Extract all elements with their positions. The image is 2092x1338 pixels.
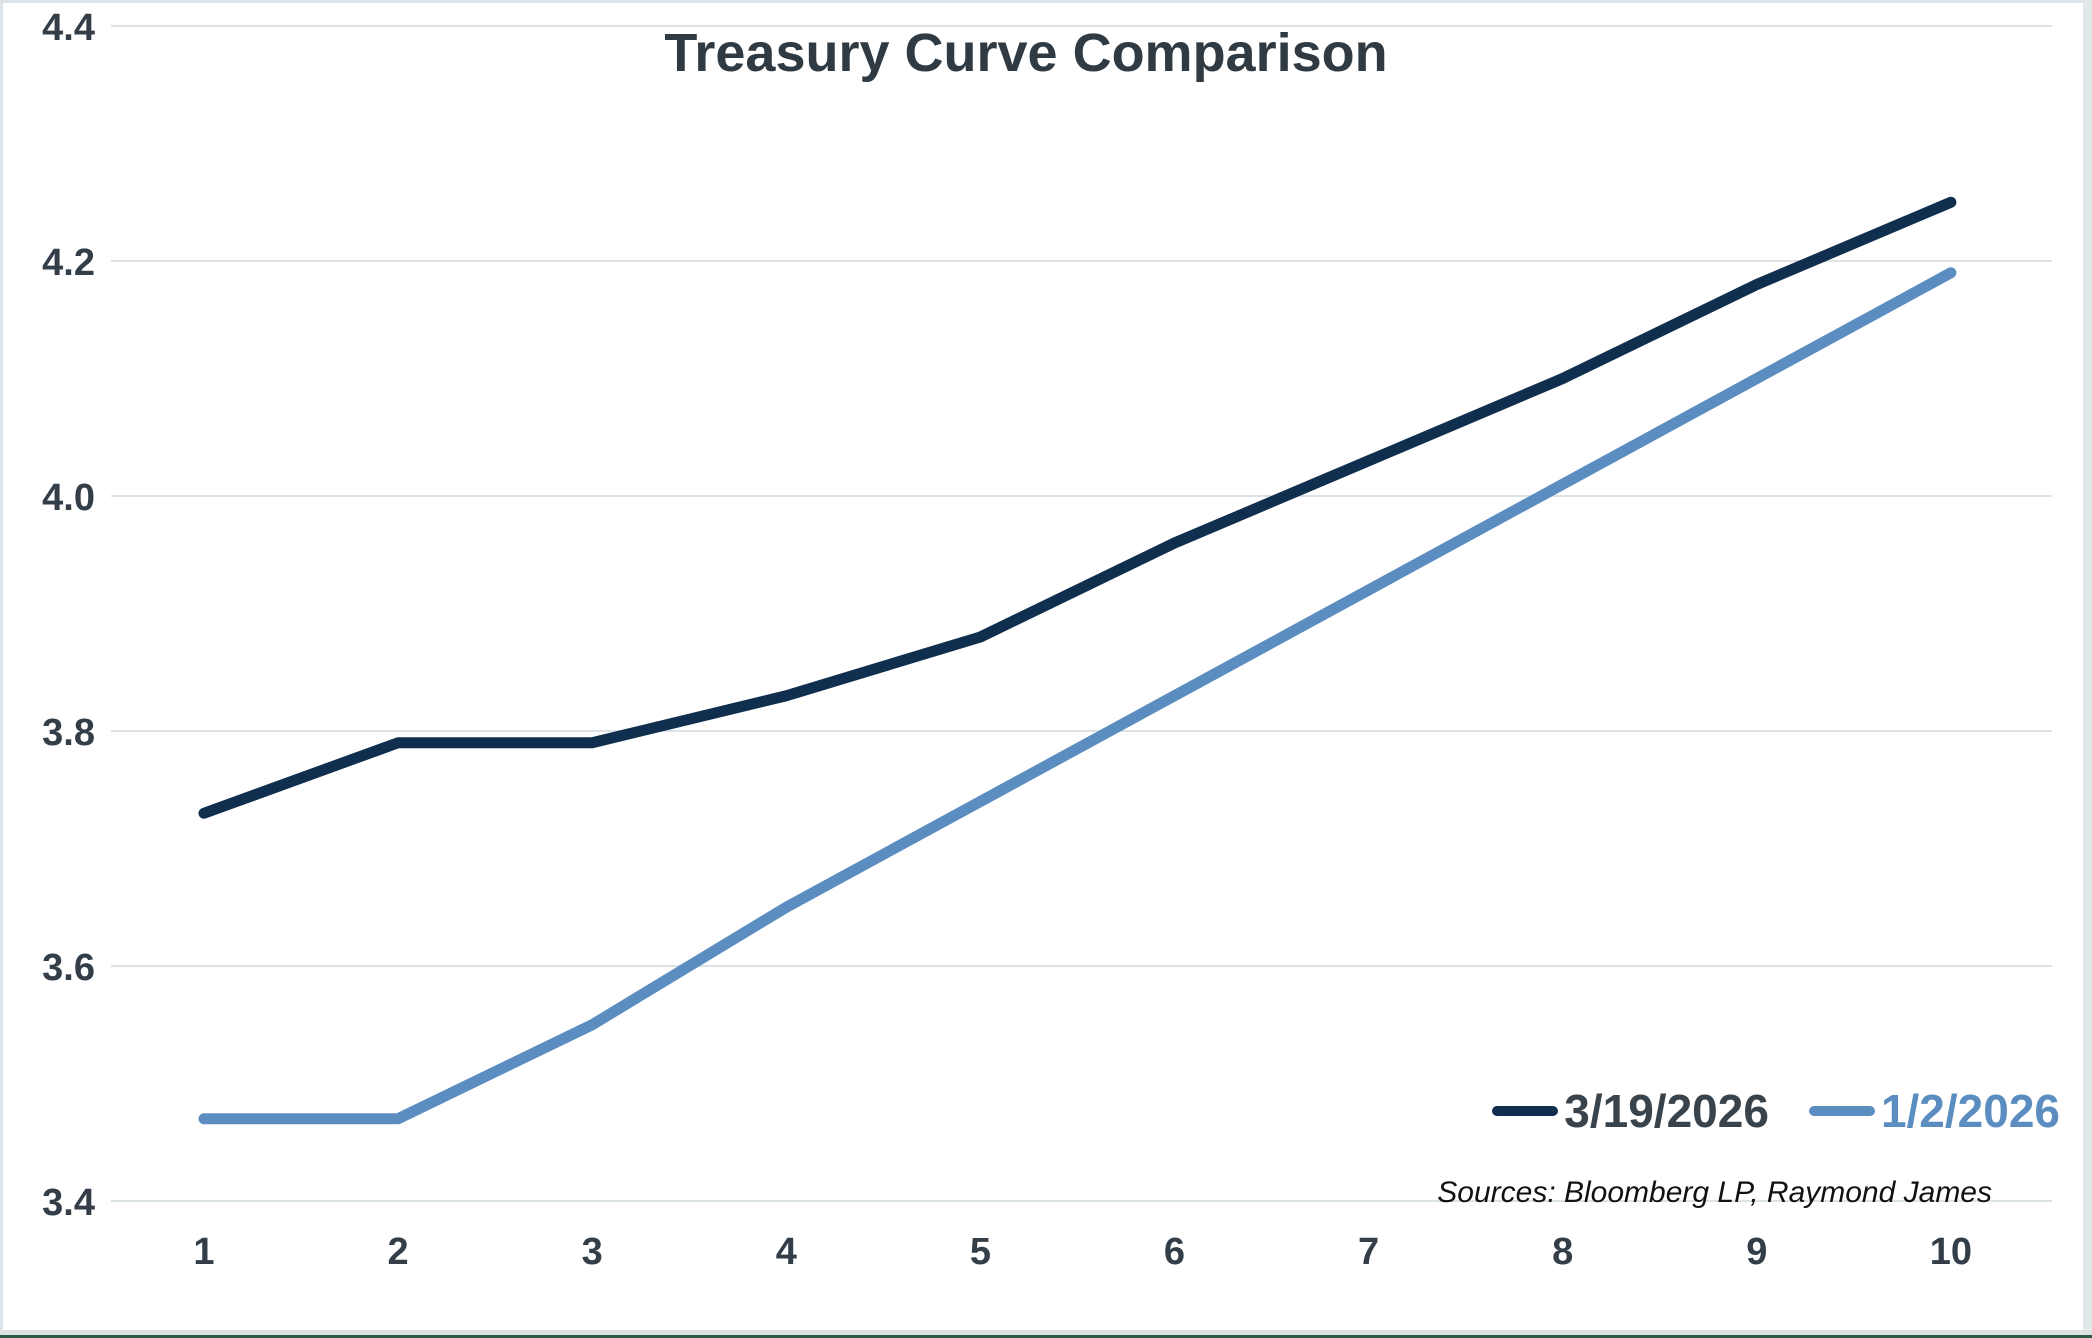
frame-bottom-strip	[0, 1330, 2092, 1335]
gridlines	[111, 25, 2052, 1202]
frame-edge-left	[0, 0, 3, 1338]
x-tick-label: 9	[1746, 1231, 1767, 1273]
x-tick-label: 1	[193, 1231, 214, 1273]
series-1-label: 3/19/2026	[1564, 1085, 1769, 1137]
y-tick-label: 4.2	[42, 242, 95, 284]
frame-edge-right	[2083, 0, 2092, 1338]
y-axis-tick-labels: 3.4 3.6 3.8 4.0 4.2 4.4	[42, 7, 95, 1224]
x-tick-label: 5	[970, 1231, 991, 1273]
legend-item-series-2: 1/2/2026	[1808, 1084, 2060, 1138]
chart-title: Treasury Curve Comparison	[664, 23, 1388, 83]
series-1-line-swatch	[1492, 1106, 1559, 1116]
series-2-label: 1/2/2026	[1880, 1085, 2060, 1137]
x-tick-label: 6	[1164, 1231, 1185, 1273]
y-tick-label: 3.4	[42, 1182, 95, 1224]
y-tick-label: 4.4	[42, 7, 95, 49]
legend: 3/19/2026 1/2/2026	[1492, 1084, 2060, 1138]
x-axis-tick-labels: 1 2 3 4 5 6 7 8 9 10	[193, 1231, 1972, 1273]
series-2-line-swatch	[1808, 1106, 1875, 1116]
x-tick-label: 7	[1358, 1231, 1379, 1273]
source-note: Sources: Bloomberg LP, Raymond James	[1437, 1176, 1992, 1209]
frame-edge-top	[0, 0, 2092, 3]
x-tick-label: 4	[776, 1231, 797, 1273]
x-tick-label: 3	[582, 1231, 603, 1273]
y-tick-label: 3.6	[42, 947, 95, 989]
series-line-1/2/2026	[198, 267, 1957, 1125]
series-line-3/19/2026	[198, 196, 1957, 819]
x-tick-label: 8	[1552, 1231, 1573, 1273]
y-tick-label: 3.8	[42, 712, 95, 754]
x-tick-label: 2	[388, 1231, 409, 1273]
y-tick-label: 4.0	[42, 477, 95, 519]
legend-item-series-1: 3/19/2026	[1492, 1084, 1769, 1138]
frame-bottom-accent-line	[0, 1335, 2092, 1338]
x-tick-label: 10	[1930, 1231, 1972, 1273]
